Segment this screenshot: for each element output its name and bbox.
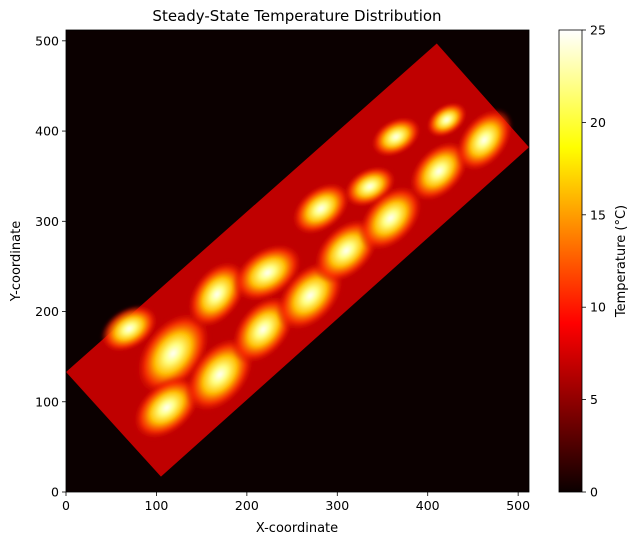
colorbar-gradient [558, 29, 583, 493]
y-tick-label: 0 [51, 485, 59, 500]
x-tick-label: 500 [506, 498, 530, 513]
y-tick-label: 200 [35, 304, 59, 319]
y-axis-label: Y-coordinate [9, 221, 24, 302]
x-axis-label: X-coordinate [256, 521, 338, 536]
colorbar-tick-label: 15 [590, 207, 606, 222]
y-tick-label: 100 [35, 394, 59, 409]
colorbar-tick-label: 20 [590, 115, 606, 130]
hot-zone-5 [291, 181, 351, 236]
hot-zone-3 [186, 260, 248, 329]
y-axis-ticks: 0 100 200 300 400 500 [35, 33, 66, 500]
hot-zone-7 [370, 116, 422, 158]
hot-zone-14 [358, 184, 424, 252]
plot-area [65, 29, 530, 493]
colorbar: 0 5 10 15 20 25 Temperature (°C) [558, 23, 629, 500]
colorbar-ticks: 0 5 10 15 20 25 [582, 23, 606, 500]
x-tick-label: 100 [145, 498, 169, 513]
chart-title: Steady-State Temperature Distribution [152, 7, 441, 25]
x-tick-label: 400 [416, 498, 440, 513]
hot-zones [100, 101, 514, 440]
hot-zone-16 [455, 108, 514, 173]
y-tick-label: 300 [35, 214, 59, 229]
colorbar-tick-label: 0 [590, 485, 598, 500]
hot-zone-9 [132, 375, 202, 440]
x-tick-label: 0 [62, 498, 70, 513]
x-axis-ticks: 0 100 200 300 400 500 [62, 492, 530, 513]
colorbar-tick-label: 5 [590, 392, 598, 407]
hot-zone-1 [100, 304, 159, 353]
hot-zone-15 [408, 140, 470, 203]
x-tick-label: 200 [235, 498, 259, 513]
plot-frame [65, 29, 530, 493]
y-tick-label: 500 [35, 33, 59, 48]
colorbar-tick-label: 10 [590, 300, 606, 315]
colorbar-label: Temperature (°C) [614, 205, 629, 318]
hot-zone-8 [425, 101, 468, 138]
y-tick-label: 400 [35, 124, 59, 139]
x-tick-label: 300 [325, 498, 349, 513]
colorbar-tick-label: 25 [590, 23, 606, 38]
